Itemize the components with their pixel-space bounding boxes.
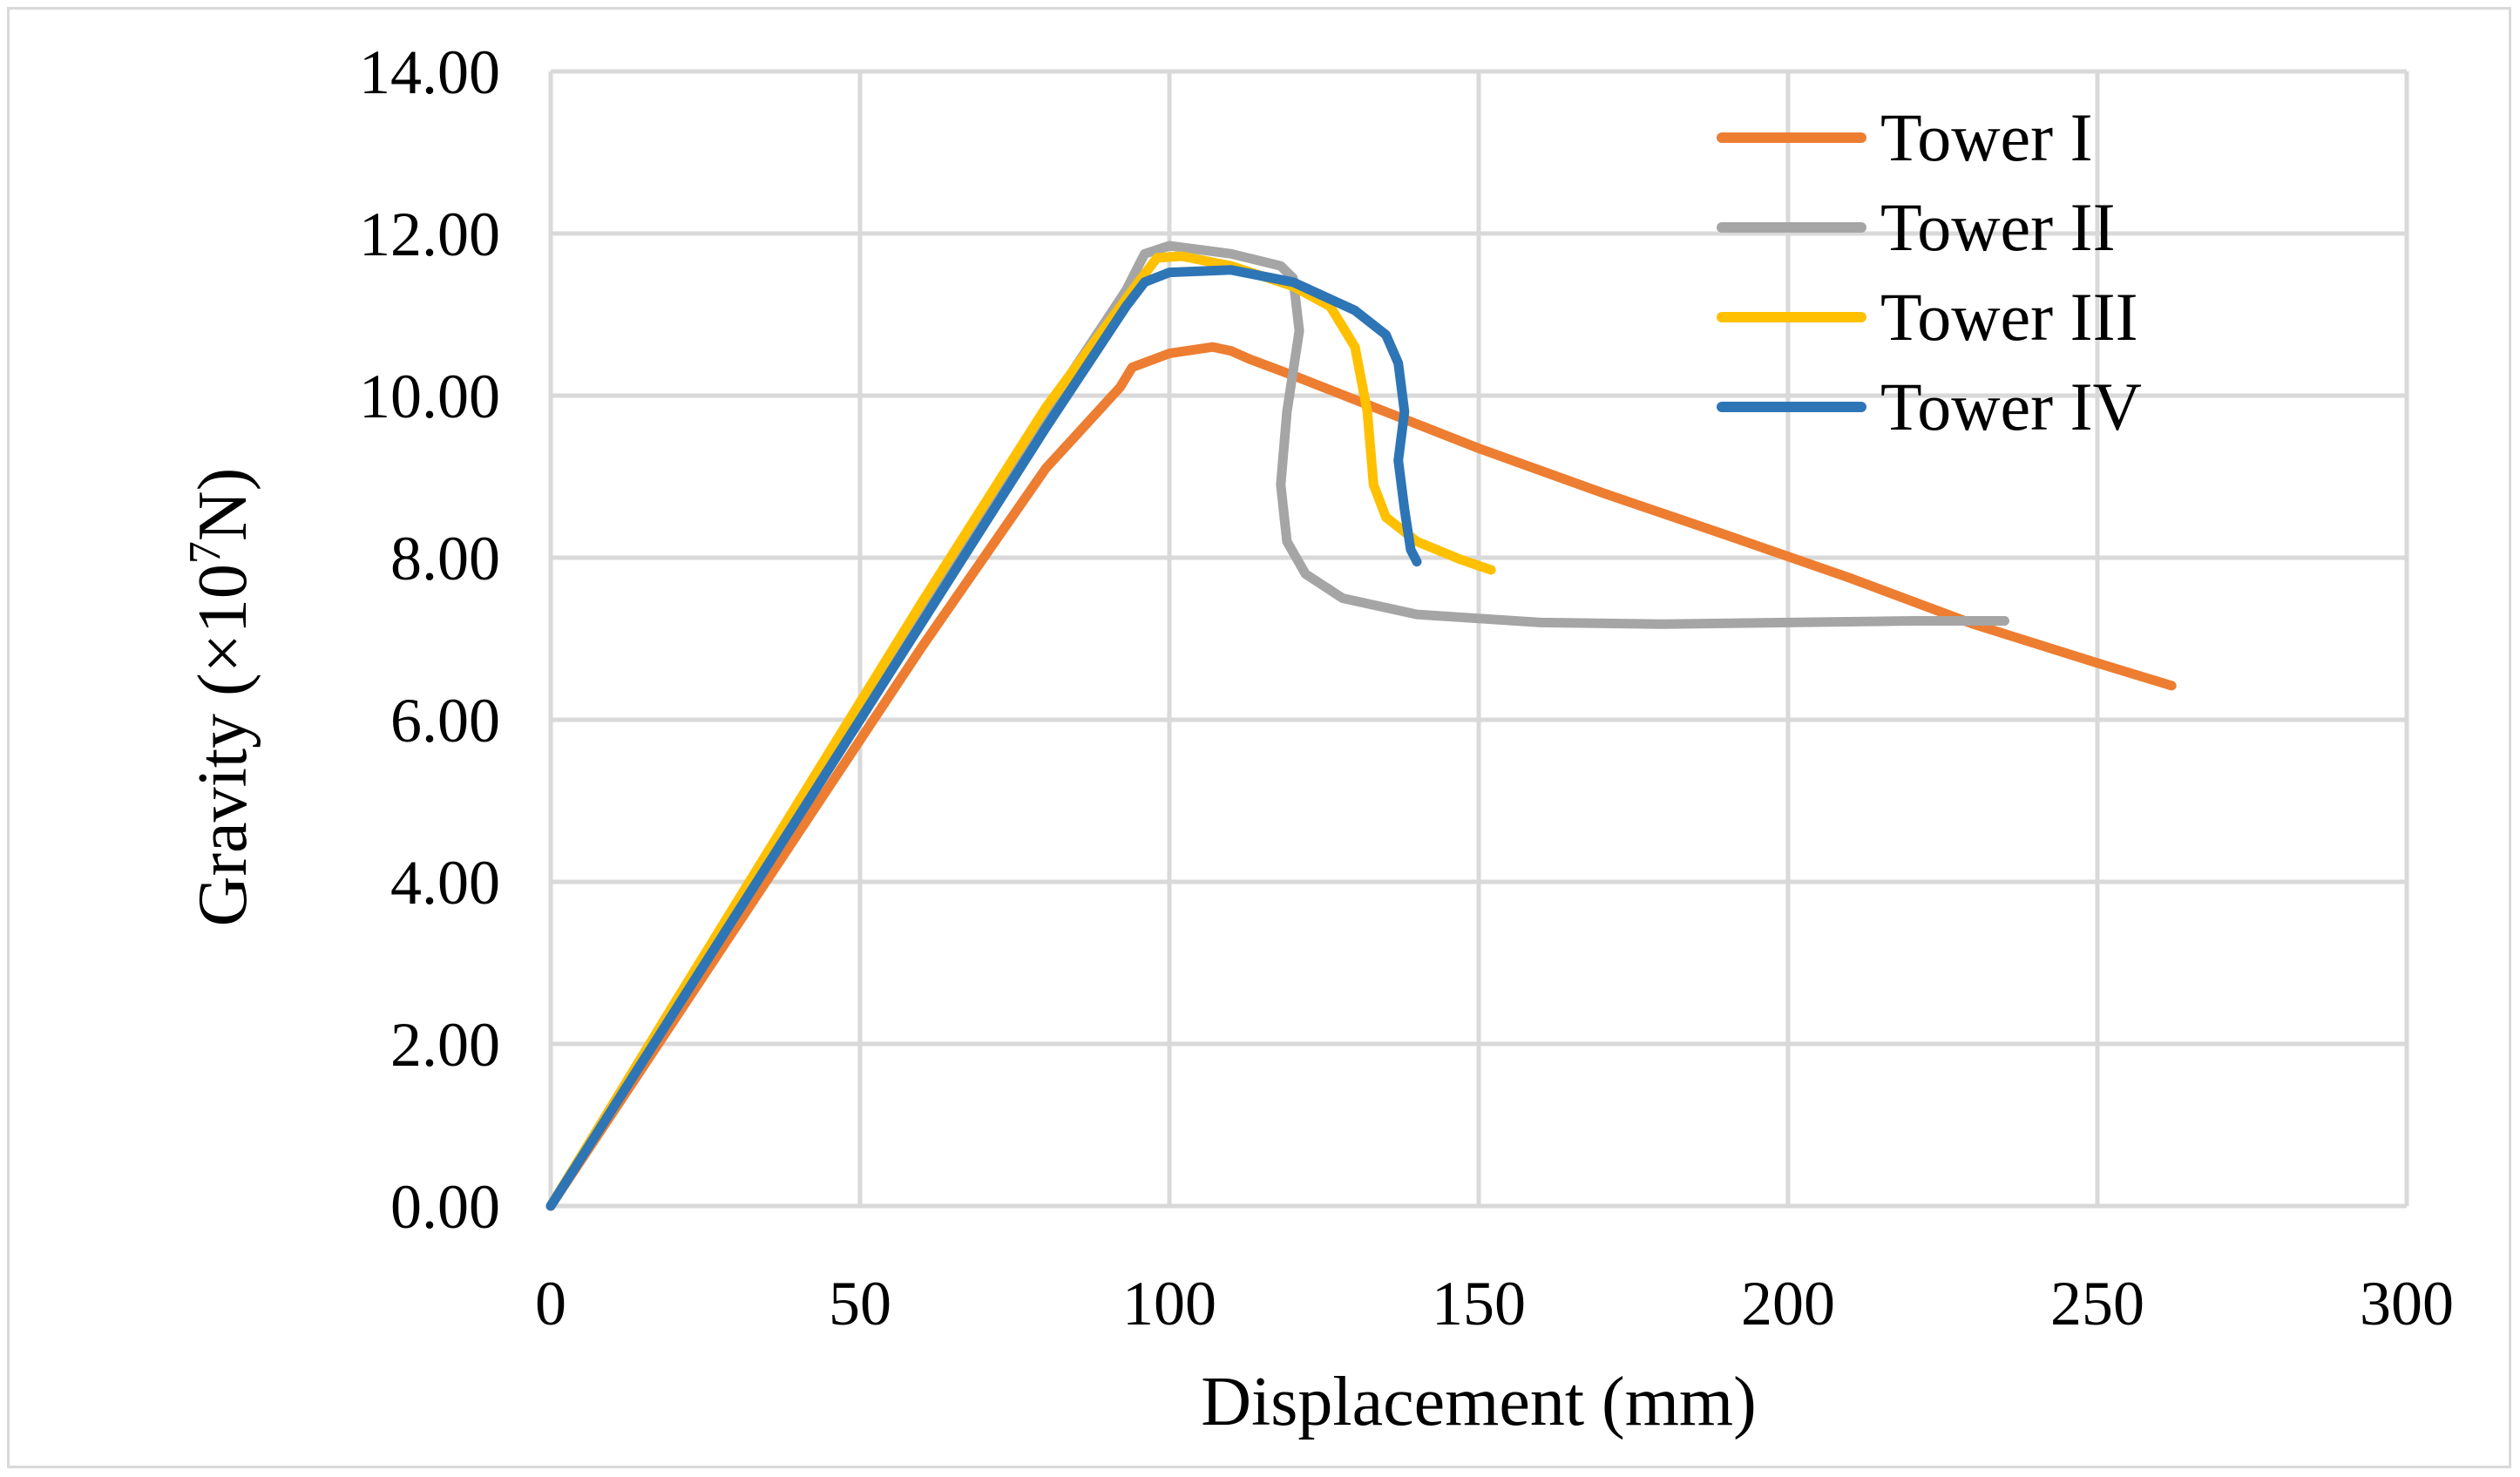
x-tick-label: 100 — [1122, 1269, 1216, 1338]
y-tick-label: 12.00 — [359, 200, 500, 269]
legend-item: Tower II — [1717, 189, 2116, 265]
y-tick-label: 10.00 — [359, 362, 500, 431]
legend: Tower I Tower II Tower III Tower IV — [1717, 99, 2142, 444]
y-axis-title-tail: N) — [185, 468, 261, 541]
y-tick-label: 4.00 — [390, 848, 500, 918]
x-tick-label: 150 — [1432, 1269, 1526, 1338]
series-lines — [545, 241, 2177, 1211]
y-tick-label: 0.00 — [390, 1172, 500, 1242]
x-tick-label: 250 — [2050, 1269, 2144, 1338]
chart-frame — [7, 7, 2511, 1468]
tick-labels: 0.00 2.00 4.00 6.00 8.00 10.00 12.00 14.00 0 50 10… — [359, 37, 2454, 1338]
y-axis-title: Gravity (×107N) — [180, 468, 261, 927]
legend-label: Tower I — [1880, 99, 2093, 175]
gridlines — [548, 69, 2409, 1209]
y-axis-title-main: Gravity (×10 — [185, 564, 261, 926]
y-tick-label: 8.00 — [390, 524, 500, 593]
legend-item: Tower III — [1717, 279, 2138, 355]
legend-label: Tower II — [1880, 189, 2116, 265]
legend-label: Tower III — [1880, 279, 2138, 355]
x-axis-title: Displacement (mm) — [1201, 1364, 1757, 1440]
y-axis-title-superscript: 7 — [180, 541, 230, 564]
legend-item: Tower I — [1717, 99, 2093, 175]
x-tick-label: 200 — [1741, 1269, 1835, 1338]
y-tick-label: 6.00 — [390, 686, 500, 755]
x-tick-label: 0 — [535, 1269, 566, 1338]
series-line-1 — [545, 342, 2177, 1211]
x-tick-label: 300 — [2360, 1269, 2454, 1338]
y-tick-label: 14.00 — [359, 37, 500, 107]
series-line-4 — [545, 265, 1422, 1211]
legend-item: Tower IV — [1717, 369, 2142, 444]
x-tick-label: 50 — [829, 1269, 891, 1338]
y-tick-label: 2.00 — [390, 1010, 500, 1080]
legend-label: Tower IV — [1880, 369, 2142, 444]
